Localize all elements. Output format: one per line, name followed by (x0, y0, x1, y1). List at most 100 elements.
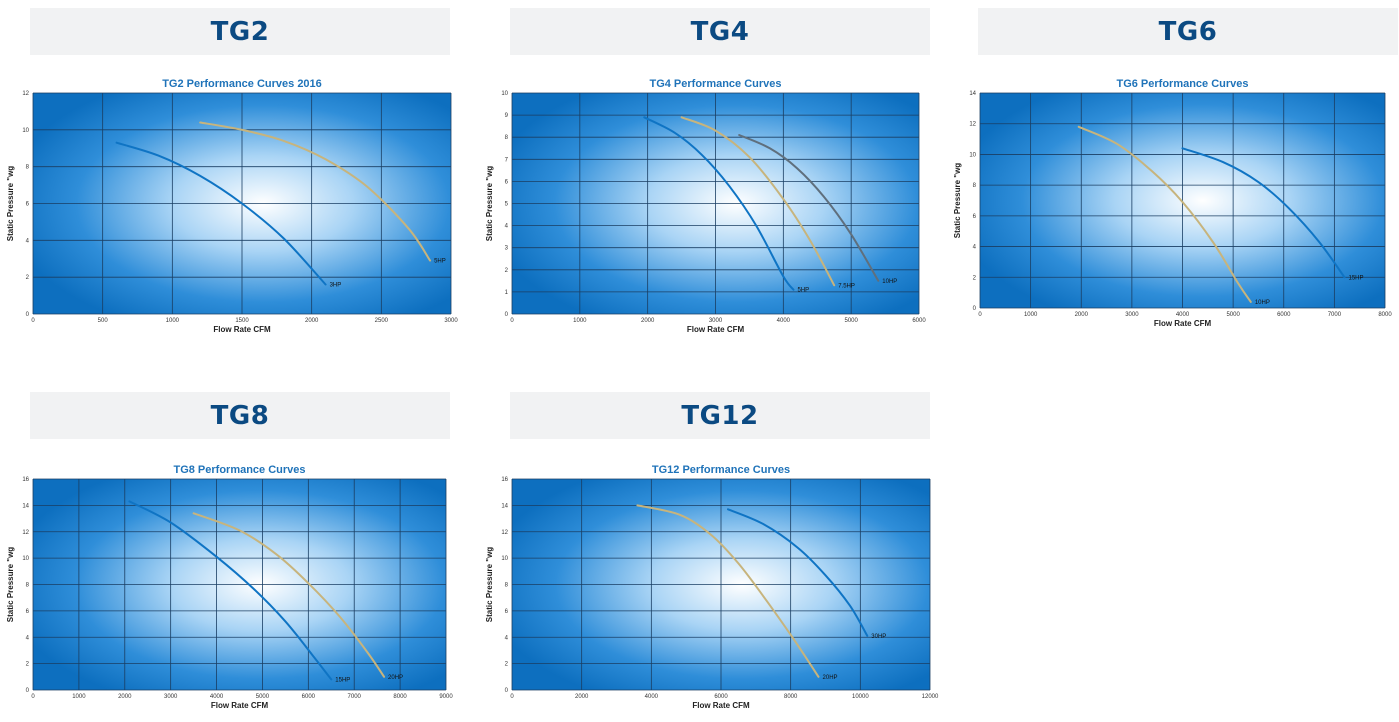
tg8-curve-15hp (128, 500, 333, 681)
x-tick-label: 6000 (912, 318, 926, 324)
y-tick-label: 12 (969, 122, 976, 128)
tg8-y-axis-label: Static Pressure "wg (6, 547, 15, 622)
tg12-header: TG12 (510, 392, 930, 439)
tg2-chart: TG2 Performance Curves 2016 0 500 1000 1500 2… (6, 78, 458, 334)
tg12-series-label: 30HP (871, 634, 886, 640)
tg2-curve-3hp (115, 141, 327, 286)
x-tick-label: 8000 (1378, 312, 1392, 318)
y-tick-label: 5 (505, 202, 509, 208)
tg4-header-title: TG4 (690, 16, 750, 47)
y-tick-label: 2 (26, 662, 30, 668)
tg2-series-label: 3HP (330, 283, 342, 289)
tg2-y-axis-label: Static Pressure "wg (6, 166, 15, 241)
tg2-header-title: TG2 (210, 16, 270, 47)
y-tick-label: 10 (969, 152, 976, 158)
x-tick-label: 2000 (641, 318, 655, 324)
x-tick-label: 2000 (118, 694, 132, 700)
tg2-header: TG2 (30, 8, 450, 55)
tg4-series-label: 10HP (882, 279, 897, 285)
x-tick-label: 5000 (844, 318, 858, 324)
tg6-header: TG6 (978, 8, 1398, 55)
tg12-curve-20hp (636, 504, 820, 678)
y-tick-label: 10 (501, 91, 508, 97)
x-tick-label: 4000 (645, 694, 659, 700)
tg6-curve-15hp (1181, 147, 1346, 279)
tg4-x-axis-label: Flow Rate CFM (687, 325, 745, 334)
x-tick-label: 7000 (1328, 312, 1342, 318)
x-tick-label: 7000 (348, 694, 362, 700)
x-tick-label: 2000 (1075, 312, 1089, 318)
x-tick-label: 5000 (256, 694, 270, 700)
tg8-chart-title: TG8 Performance Curves (173, 464, 305, 476)
tg8-series-label: 15HP (335, 677, 350, 683)
tg6-chart-title: TG6 Performance Curves (1116, 78, 1248, 90)
tg12-x-axis-label: Flow Rate CFM (692, 701, 750, 710)
y-tick-label: 12 (22, 91, 29, 97)
x-tick-label: 0 (510, 694, 514, 700)
x-tick-label: 6000 (714, 694, 728, 700)
tg6-series-label: 15HP (1349, 275, 1364, 281)
x-tick-label: 6000 (302, 694, 316, 700)
tg4-curve-10hp (738, 134, 880, 282)
x-tick-label: 0 (31, 318, 35, 324)
y-tick-label: 2 (505, 662, 509, 668)
tg2-chart-title: TG2 Performance Curves 2016 (162, 78, 322, 90)
x-tick-label: 3000 (444, 318, 458, 324)
x-tick-label: 1000 (166, 318, 180, 324)
x-tick-label: 10000 (852, 694, 869, 700)
tg12-y-axis-label: Static Pressure "wg (485, 547, 494, 622)
x-tick-label: 4000 (777, 318, 791, 324)
y-tick-label: 2 (26, 275, 30, 281)
y-tick-label: 0 (505, 312, 509, 318)
tg12-chart-title: TG12 Performance Curves (652, 464, 790, 476)
y-tick-label: 16 (22, 477, 29, 483)
y-tick-label: 2 (973, 275, 977, 281)
x-tick-label: 6000 (1277, 312, 1291, 318)
y-tick-label: 10 (22, 556, 29, 562)
x-tick-label: 1000 (72, 694, 86, 700)
tg2-x-axis-label: Flow Rate CFM (213, 325, 271, 334)
x-tick-label: 3000 (709, 318, 723, 324)
y-tick-label: 4 (26, 238, 30, 244)
y-tick-label: 6 (505, 609, 509, 615)
y-tick-label: 8 (505, 135, 509, 141)
y-tick-label: 10 (22, 128, 29, 134)
tg4-chart-title: TG4 Performance Curves (649, 78, 781, 90)
x-tick-label: 2000 (575, 694, 589, 700)
tg4-curve-5hp (643, 116, 795, 291)
x-tick-label: 12000 (922, 694, 939, 700)
x-tick-label: 3000 (164, 694, 178, 700)
x-tick-label: 5000 (1226, 312, 1240, 318)
tg12-chart: TG12 Performance Curves 0 2000 4000 6000 8000… (485, 464, 939, 710)
x-tick-label: 1000 (1024, 312, 1038, 318)
y-tick-label: 0 (973, 306, 977, 312)
tg8-grid (32, 478, 447, 691)
x-tick-label: 3000 (1125, 312, 1139, 318)
y-tick-label: 8 (26, 165, 30, 171)
tg12-header-title: TG12 (681, 400, 759, 431)
y-tick-label: 16 (501, 477, 508, 483)
y-tick-label: 7 (505, 157, 509, 163)
y-tick-label: 6 (973, 214, 977, 220)
x-tick-label: 1500 (235, 318, 249, 324)
y-tick-label: 14 (969, 91, 976, 97)
tg2-series-label: 5HP (434, 259, 446, 265)
tg8-chart: TG8 Performance Curves 0 1000 2000 3000 4000 5… (6, 464, 453, 710)
x-tick-label: 4000 (1176, 312, 1190, 318)
tg12-grid (511, 478, 931, 691)
x-tick-label: 9000 (439, 694, 453, 700)
x-tick-label: 1000 (573, 318, 587, 324)
x-tick-label: 2500 (375, 318, 389, 324)
tg6-x-axis-label: Flow Rate CFM (1154, 319, 1212, 328)
x-tick-label: 0 (31, 694, 35, 700)
x-tick-label: 8000 (393, 694, 407, 700)
x-tick-label: 8000 (784, 694, 798, 700)
y-tick-label: 4 (26, 635, 30, 641)
tg6-series-label: 10HP (1255, 300, 1270, 306)
y-tick-label: 8 (505, 583, 509, 589)
x-tick-label: 2000 (305, 318, 319, 324)
y-tick-label: 3 (505, 246, 509, 252)
tg6-chart: TG6 Performance Curves 0 1000 2000 3000 4000 5… (953, 78, 1392, 328)
y-tick-label: 12 (22, 530, 29, 536)
y-tick-label: 0 (26, 688, 30, 694)
